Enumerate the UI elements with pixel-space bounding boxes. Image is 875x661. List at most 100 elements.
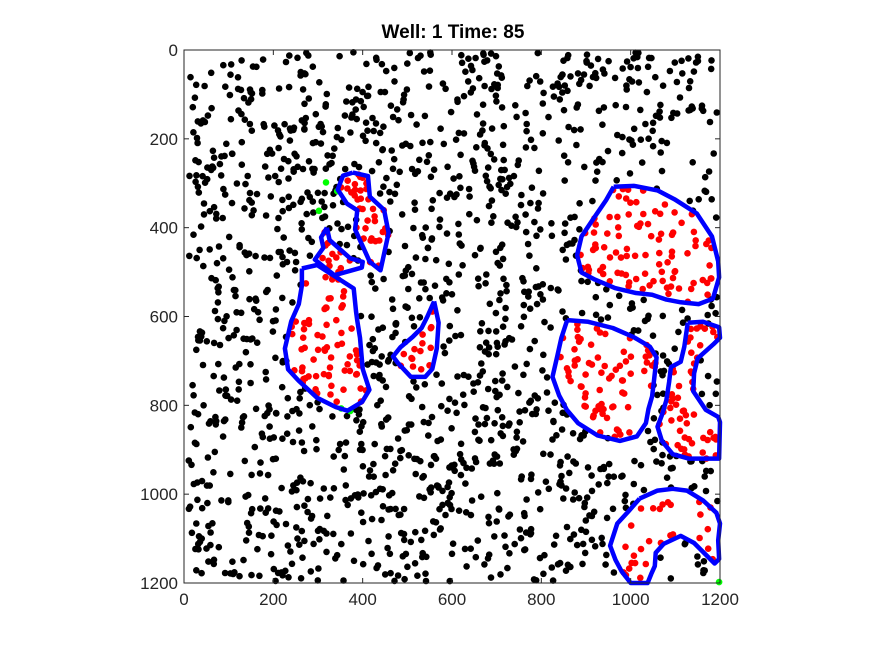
background-point	[433, 371, 440, 379]
cluster-point	[625, 211, 632, 218]
background-point	[486, 183, 493, 190]
background-point	[498, 186, 505, 194]
background-point	[511, 540, 518, 548]
background-point	[302, 114, 310, 122]
background-point	[436, 223, 443, 231]
background-point	[391, 460, 399, 468]
cluster-point	[688, 440, 696, 447]
background-point	[272, 409, 280, 417]
cluster-point	[328, 382, 335, 390]
background-point	[582, 517, 590, 524]
cluster-point	[656, 210, 664, 218]
cluster-point	[632, 275, 640, 283]
background-point	[226, 91, 234, 99]
background-point	[293, 479, 301, 487]
background-point	[657, 554, 664, 561]
background-point	[622, 491, 629, 499]
background-point	[193, 254, 200, 262]
background-point	[190, 392, 197, 399]
background-point	[221, 191, 229, 198]
background-point	[209, 147, 217, 155]
cluster-point	[577, 383, 585, 390]
cluster-point	[643, 359, 651, 366]
background-point	[429, 197, 437, 204]
background-point	[527, 199, 534, 207]
background-point	[376, 190, 384, 197]
background-point	[533, 265, 540, 272]
background-point	[248, 571, 255, 579]
background-point	[521, 546, 528, 554]
background-point	[533, 232, 540, 240]
background-point	[201, 82, 208, 90]
cluster-point	[630, 552, 638, 559]
background-point	[298, 527, 306, 535]
cluster-point	[672, 401, 680, 409]
background-point	[602, 561, 609, 568]
background-point	[379, 503, 387, 510]
background-point	[405, 452, 413, 459]
cluster-point	[574, 326, 581, 334]
background-point	[498, 241, 506, 248]
background-point	[712, 390, 720, 398]
cluster-point	[417, 347, 424, 355]
background-point	[561, 229, 568, 237]
background-point	[252, 405, 260, 413]
background-point	[310, 540, 317, 548]
background-point	[481, 420, 489, 428]
cluster-point	[699, 449, 706, 456]
background-point	[420, 418, 428, 426]
background-point	[689, 159, 696, 166]
background-point	[235, 107, 242, 114]
background-point	[465, 55, 472, 62]
background-point	[265, 402, 272, 409]
background-point	[591, 543, 599, 550]
background-point	[519, 274, 526, 282]
background-point	[455, 129, 463, 137]
cluster-point	[627, 199, 634, 206]
background-point	[659, 352, 667, 359]
background-point	[537, 226, 544, 233]
background-point	[522, 228, 530, 236]
background-point	[256, 572, 263, 580]
background-point	[363, 60, 370, 68]
background-point	[247, 336, 254, 343]
background-point	[219, 433, 227, 440]
background-point	[482, 404, 489, 412]
background-point	[284, 542, 292, 549]
background-point	[571, 489, 578, 496]
background-point	[506, 511, 514, 518]
background-point	[517, 476, 525, 483]
background-point	[520, 301, 528, 309]
background-point	[211, 448, 219, 456]
background-point	[690, 68, 698, 75]
background-point	[499, 255, 507, 263]
background-point	[645, 135, 652, 142]
background-point	[713, 378, 721, 385]
background-point	[471, 428, 479, 436]
background-point	[222, 392, 229, 399]
background-point	[513, 428, 521, 436]
background-point	[526, 252, 533, 259]
cluster-point	[679, 407, 687, 415]
background-point	[492, 92, 500, 99]
background-point	[523, 127, 530, 135]
background-point	[405, 421, 413, 428]
background-point	[686, 78, 694, 85]
background-point	[273, 272, 281, 279]
background-point	[419, 474, 426, 481]
background-point	[378, 60, 386, 68]
background-point	[296, 541, 303, 548]
background-point	[249, 63, 257, 70]
background-point	[277, 165, 285, 172]
background-point	[233, 397, 241, 405]
background-point	[601, 70, 608, 77]
background-point	[517, 534, 525, 542]
background-point	[307, 479, 314, 487]
cluster-point	[369, 205, 377, 213]
background-point	[481, 348, 489, 355]
cluster-point	[675, 285, 683, 292]
background-point	[431, 282, 439, 290]
background-point	[576, 200, 583, 207]
background-point	[516, 419, 523, 426]
